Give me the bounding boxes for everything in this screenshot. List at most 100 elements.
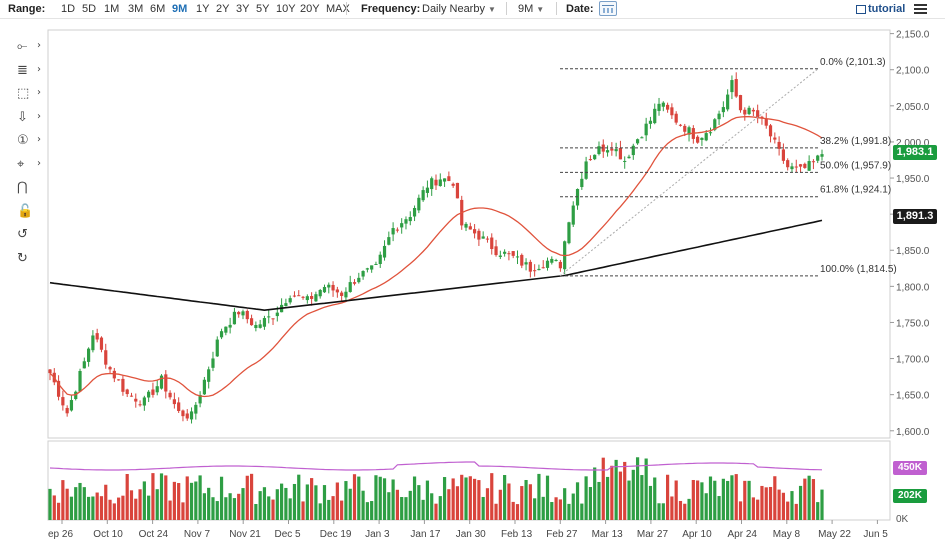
volume-bar xyxy=(151,473,155,520)
volume-bar xyxy=(91,496,95,520)
x-tick-label: Mar 13 xyxy=(592,529,624,540)
candle-body xyxy=(477,230,481,240)
candle-body xyxy=(412,207,417,217)
candle-body xyxy=(438,179,442,187)
chevron-down-icon: ▼ xyxy=(487,5,496,14)
range-button-3y[interactable]: 3Y xyxy=(236,3,250,15)
volume-bar xyxy=(177,483,181,520)
volume-bar xyxy=(108,499,112,520)
volume-bar xyxy=(738,501,743,520)
fibonacci-tool[interactable]: ≣ › xyxy=(15,62,43,80)
volume-bar xyxy=(370,501,374,520)
candle-body xyxy=(708,132,713,134)
range-button-max[interactable]: MAX xyxy=(326,3,350,15)
x-tick-label: Oct 24 xyxy=(139,529,169,540)
drawing-toolbar: ⟜ › ≣ › ⬚ › ⇩ › ① › ⌖ › ⋂ 🔓 ↺ ↻ xyxy=(0,30,46,280)
calendar-icon[interactable] xyxy=(599,1,617,16)
range-button-1y[interactable]: 1Y xyxy=(196,3,210,15)
y-tick-label: 1,700.0 xyxy=(896,355,930,366)
magnet-tool[interactable]: ⋂ xyxy=(15,179,43,197)
candle-body xyxy=(181,410,185,417)
x-tick-label: Feb 27 xyxy=(546,529,578,540)
range-button-9m[interactable]: 9M xyxy=(172,3,188,15)
crosshair-icon: ⌖ xyxy=(17,156,25,172)
candle-body xyxy=(151,389,155,395)
number-tool[interactable]: ① › xyxy=(15,132,43,150)
candle-body xyxy=(567,222,571,244)
undo-tool[interactable]: ↺ xyxy=(15,226,43,244)
volume-bar xyxy=(310,478,314,520)
volume-bar xyxy=(365,502,369,520)
range-button-6m[interactable]: 6M xyxy=(150,3,166,15)
x-tick-label: Dec 5 xyxy=(275,529,302,540)
hamburger-menu-icon[interactable] xyxy=(914,4,927,14)
volume-bar xyxy=(477,480,481,520)
candle-body xyxy=(78,370,82,392)
volume-bar xyxy=(794,503,798,520)
trendline-tool[interactable]: ⟜ › xyxy=(15,38,43,56)
candle-body xyxy=(322,286,327,293)
volume-bar xyxy=(344,481,348,520)
range-button-3m[interactable]: 3M xyxy=(128,3,144,15)
y-tick-label: 2,100.0 xyxy=(896,66,930,77)
lock-icon: 🔓 xyxy=(17,203,34,219)
volume-bar xyxy=(597,481,601,520)
volume-bar xyxy=(219,476,224,520)
lock-tool[interactable]: 🔓 xyxy=(15,203,43,221)
range-button-5y[interactable]: 5Y xyxy=(256,3,270,15)
candle-body xyxy=(473,229,477,234)
candle-body xyxy=(747,107,751,115)
candle-body xyxy=(545,260,550,268)
candle-body xyxy=(430,178,434,190)
candle-body xyxy=(288,298,292,303)
volume-bar xyxy=(382,478,387,520)
volume-bar xyxy=(481,496,485,520)
tutorial-link[interactable]: tutorial xyxy=(868,3,906,15)
candle-body xyxy=(777,141,781,149)
candle-body xyxy=(391,228,395,235)
volume-bar xyxy=(48,488,52,520)
candle-body xyxy=(425,187,430,193)
volume-bar xyxy=(601,457,605,520)
candle-body xyxy=(670,107,674,116)
candle-body xyxy=(284,303,288,307)
volume-bar xyxy=(820,489,824,520)
range-button-10y[interactable]: 10Y xyxy=(276,3,296,15)
range-button-20y[interactable]: 20Y xyxy=(300,3,320,15)
candle-body xyxy=(721,107,725,113)
range-label: Range: xyxy=(8,3,46,15)
redo-tool[interactable]: ↻ xyxy=(15,250,43,268)
volume-bar xyxy=(430,493,434,520)
x-tick-label: Apr 24 xyxy=(728,529,758,540)
rectangle-icon: ⬚ xyxy=(17,86,30,101)
candle-body xyxy=(614,149,618,152)
candle-body xyxy=(704,133,708,141)
volume-bar xyxy=(331,496,335,520)
candle-body xyxy=(348,282,352,292)
chevron-right-icon: › xyxy=(37,134,41,145)
volume-bar xyxy=(635,457,640,520)
volume-bar xyxy=(528,484,532,520)
range-button-5d[interactable]: 5D xyxy=(82,3,97,15)
volume-bar xyxy=(567,503,571,520)
frequency-select[interactable]: Daily Nearby ▼ xyxy=(422,3,496,15)
tutorial-icon[interactable] xyxy=(856,5,866,14)
range-button-1d[interactable]: 1D xyxy=(61,3,76,15)
x-tick-label: Nov 21 xyxy=(229,529,261,540)
y-tick-label: 1,800.0 xyxy=(896,282,930,293)
volume-bar xyxy=(361,490,365,520)
chevron-right-icon: › xyxy=(37,40,41,51)
range-button-1m[interactable]: 1M xyxy=(104,3,120,15)
period-select[interactable]: 9M ▼ xyxy=(518,3,545,15)
volume-bar xyxy=(164,475,168,520)
candle-body xyxy=(112,370,116,379)
candle-body xyxy=(678,124,683,126)
range-button-2y[interactable]: 2Y xyxy=(216,3,230,15)
volume-bar xyxy=(421,499,425,520)
rectangle-tool[interactable]: ⬚ › xyxy=(15,85,43,103)
arrow-tool[interactable]: ⇩ › xyxy=(15,109,43,127)
volume-bar xyxy=(112,503,116,520)
candle-body xyxy=(142,397,146,406)
cursor-tool[interactable]: ⌖ › xyxy=(15,156,43,174)
